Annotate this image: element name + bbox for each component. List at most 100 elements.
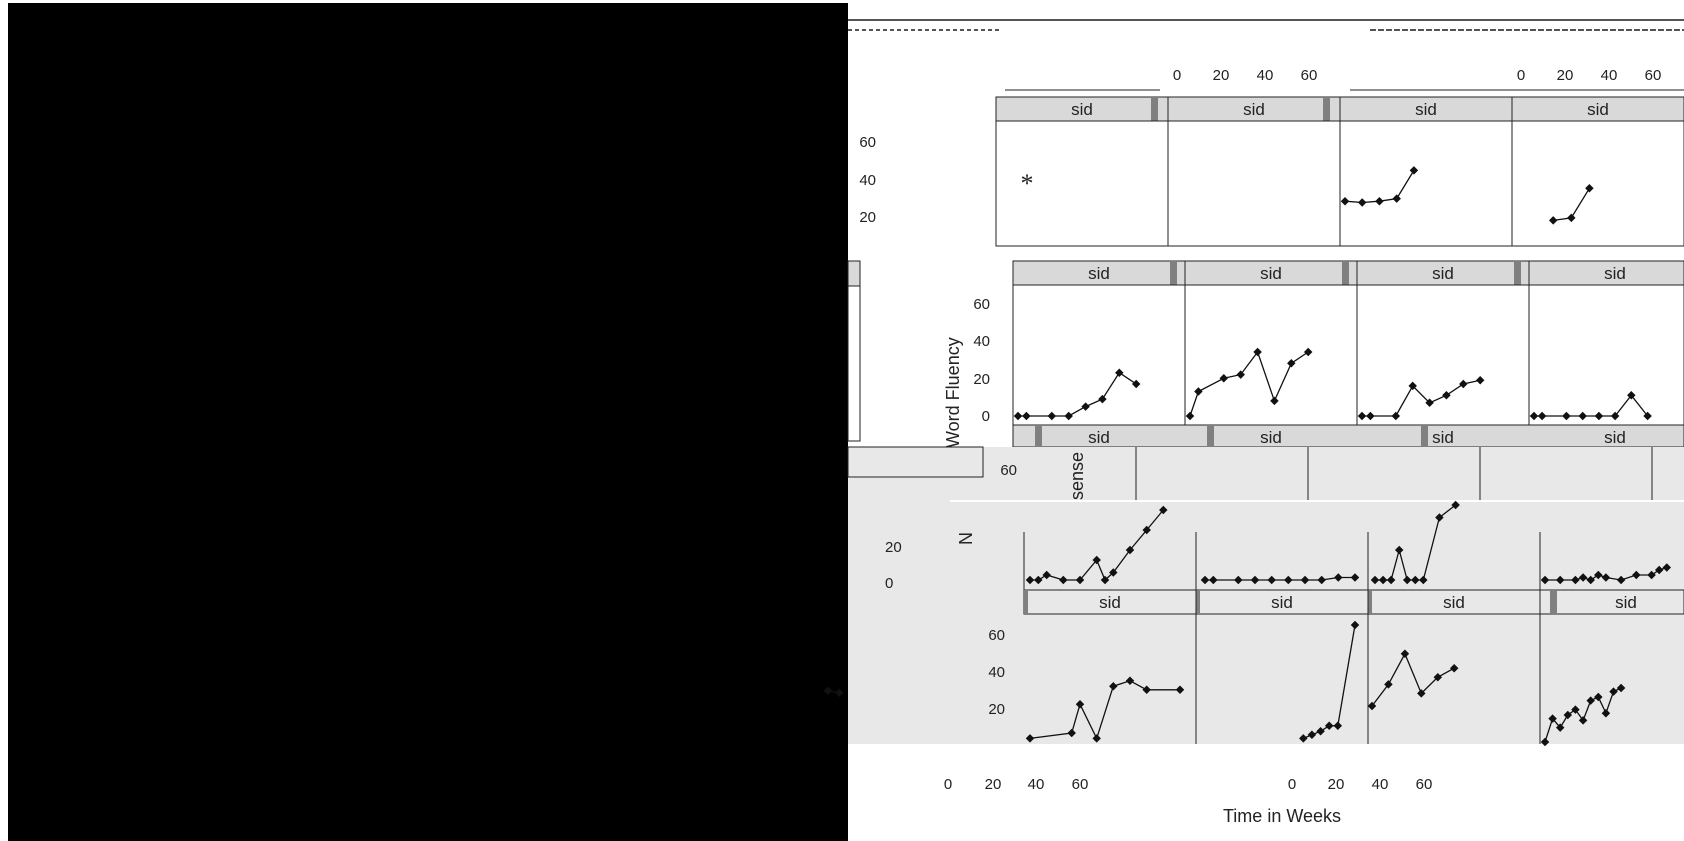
data-point-bottom-4-6 xyxy=(1586,696,1595,705)
top-tick-1-60: 60 xyxy=(1301,67,1318,84)
gray-lower-region: 60 sense N 20 0 sid sid sid sid 60 40 20 xyxy=(847,446,1684,744)
data-point-lower-1-5 xyxy=(1092,555,1101,565)
data-point-lower-3-7 xyxy=(1435,513,1444,522)
data-point-lower-4-3 xyxy=(1578,573,1588,582)
data-point-lower-4-8 xyxy=(1632,570,1641,580)
series-line-middle-2 xyxy=(1189,350,1309,417)
mid-y-tick-20: 20 xyxy=(973,371,990,388)
data-point-lower-1-0 xyxy=(1025,575,1035,585)
strip-lower-2: sid xyxy=(1260,428,1282,447)
data-point-bottom-4-8 xyxy=(1601,708,1611,718)
top-axis: 0 20 40 60 0 20 40 60 xyxy=(1005,67,1684,91)
ylabel-n: N xyxy=(956,532,976,545)
data-point-lower-2-9 xyxy=(1350,573,1360,582)
ylabel-word-fluency: Word Fluency xyxy=(943,337,963,448)
data-point-lower-4-1 xyxy=(1555,575,1565,585)
data-point-lower-3-3 xyxy=(1394,545,1404,555)
data-point-left-partial-0-0 xyxy=(823,686,833,696)
data-point-bottom-3-3 xyxy=(1417,689,1426,698)
middle-row-panels: sid sid sid sid 60 40 20 0 Word Fluency … xyxy=(847,260,1684,448)
data-point-lower-4-6 xyxy=(1601,573,1611,582)
data-point-middle-1-5 xyxy=(1098,394,1107,404)
strip-lower-1: sid xyxy=(1088,428,1110,447)
data-point-lower-1-1 xyxy=(1034,575,1043,585)
lower-y-tick-60: 60 xyxy=(1000,462,1017,479)
strip-lower-3: sid xyxy=(1432,428,1454,447)
data-point-bottom-2-4 xyxy=(1333,721,1343,731)
data-point-lower-4-10 xyxy=(1654,565,1664,575)
data-point-bottom-4-5 xyxy=(1578,716,1588,725)
data-point-bottom-1-2 xyxy=(1075,699,1085,709)
data-point-middle-2-0 xyxy=(1185,411,1195,421)
top-tick-1-40: 40 xyxy=(1257,67,1274,84)
data-point-middle-4-6 xyxy=(1627,391,1636,400)
data-point-middle-4-5 xyxy=(1610,411,1620,421)
data-point-middle-3-7 xyxy=(1475,375,1485,385)
data-point-bottom-4-1 xyxy=(1548,714,1557,723)
series-layer xyxy=(823,166,1672,747)
bottom-y-tick-20: 20 xyxy=(988,701,1005,718)
data-point-middle-3-3 xyxy=(1408,381,1417,391)
top-y-tick-40: 40 xyxy=(859,172,876,189)
data-point-bottom-3-4 xyxy=(1433,672,1443,682)
data-point-left-partial-0-1 xyxy=(835,688,844,697)
data-point-bottom-1-4 xyxy=(1109,681,1118,691)
strip-top-2: sid xyxy=(1243,100,1265,119)
bottom-tick-1-60: 60 xyxy=(1072,776,1089,793)
strip-top-1: sid xyxy=(1071,100,1093,119)
bottom-y-tick-60: 60 xyxy=(988,627,1005,644)
data-point-lower-2-7 xyxy=(1317,575,1326,585)
data-point-middle-3-4 xyxy=(1425,398,1434,408)
data-point-middle-3-2 xyxy=(1391,411,1401,421)
bottom-tick-2-60: 60 xyxy=(1416,776,1433,793)
data-point-middle-3-0 xyxy=(1357,411,1367,421)
top-y-tick-20: 20 xyxy=(859,209,876,226)
bottom-tick-2-40: 40 xyxy=(1372,776,1389,793)
data-point-bottom-3-0 xyxy=(1367,701,1377,711)
data-point-middle-1-0 xyxy=(1013,411,1023,421)
data-point-lower-3-8 xyxy=(1451,500,1460,510)
data-point-lower-3-1 xyxy=(1378,575,1388,585)
bottom-tick-1-0: 0 xyxy=(944,776,952,793)
data-point-lower-1-4 xyxy=(1075,575,1085,585)
data-point-middle-4-3 xyxy=(1578,411,1587,421)
data-point-middle-1-3 xyxy=(1064,411,1073,421)
bottom-tick-2-0: 0 xyxy=(1288,776,1296,793)
strip-mid-4: sid xyxy=(1604,264,1626,283)
top-tick-2-60: 60 xyxy=(1645,67,1662,84)
data-point-lower-1-10 xyxy=(1159,505,1168,515)
data-point-bottom-3-1 xyxy=(1384,680,1393,689)
data-point-middle-1-2 xyxy=(1047,411,1057,421)
data-point-bottom-2-3 xyxy=(1324,721,1334,731)
data-point-middle-1-4 xyxy=(1081,402,1090,411)
data-point-lower-4-7 xyxy=(1616,575,1626,585)
data-point-lower-2-6 xyxy=(1300,575,1310,585)
data-point-bottom-4-4 xyxy=(1571,705,1580,714)
data-point-middle-2-6 xyxy=(1287,359,1296,368)
data-point-lower-3-4 xyxy=(1402,575,1412,585)
strip-top-3: sid xyxy=(1415,100,1437,119)
data-point-lower-2-0 xyxy=(1200,575,1210,585)
data-point-lower-1-2 xyxy=(1042,570,1051,580)
top-tick-1-0: 0 xyxy=(1173,67,1181,84)
data-point-bottom-4-10 xyxy=(1616,683,1626,693)
data-point-bottom-2-2 xyxy=(1316,726,1325,736)
data-point-lower-3-0 xyxy=(1370,575,1380,585)
data-point-middle-2-3 xyxy=(1236,370,1245,379)
mid-y-tick-0: 0 xyxy=(982,408,990,425)
strip-bottom-4: sid xyxy=(1615,593,1637,612)
strip-bottom-1: sid xyxy=(1099,593,1121,612)
data-point-middle-1-6 xyxy=(1115,368,1124,377)
data-point-lower-2-5 xyxy=(1284,575,1293,585)
strip-mid-3: sid xyxy=(1432,264,1454,283)
bottom-tick-1-40: 40 xyxy=(1028,776,1045,793)
top-tick-2-40: 40 xyxy=(1601,67,1618,84)
data-point-bottom-3-5 xyxy=(1449,663,1459,673)
data-point-bottom-1-5 xyxy=(1125,676,1135,686)
mid-y-tick-40: 40 xyxy=(973,333,990,350)
data-point-middle-4-1 xyxy=(1537,411,1547,421)
data-point-middle-4-7 xyxy=(1643,411,1652,421)
series-line-lower-2 xyxy=(1205,576,1355,581)
asterisk-annotation: * xyxy=(1021,169,1034,198)
bottom-y-tick-40: 40 xyxy=(988,664,1005,681)
